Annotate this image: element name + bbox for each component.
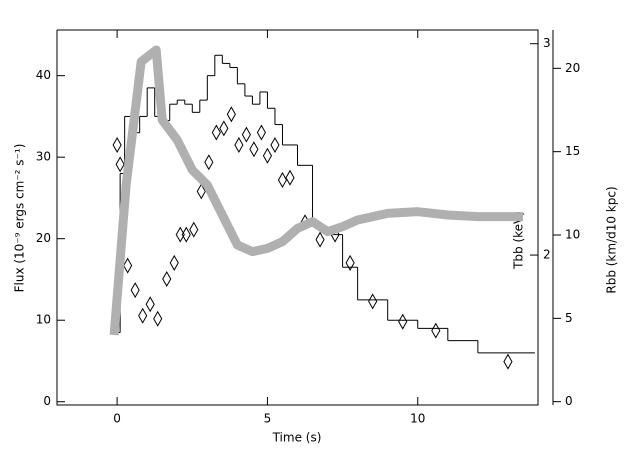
y3-tick-label: 10 xyxy=(565,228,580,242)
diamond xyxy=(130,282,140,299)
diamond xyxy=(196,183,206,200)
diamond xyxy=(219,120,229,137)
y-tick-label: 10 xyxy=(36,313,51,327)
diamond xyxy=(211,124,221,141)
diamond xyxy=(162,271,172,288)
diamond xyxy=(256,124,267,141)
y2-axis-label: Tbb (keV) xyxy=(512,211,526,270)
x-tick-label: 5 xyxy=(264,412,272,426)
diamond xyxy=(345,254,355,271)
y3-tick-label: 0 xyxy=(565,394,573,408)
diamond xyxy=(204,154,214,171)
y-tick-label: 20 xyxy=(36,231,51,245)
diamond xyxy=(153,310,163,327)
diamond xyxy=(315,231,325,248)
x-tick-label: 0 xyxy=(113,412,121,426)
diamond xyxy=(175,226,185,243)
y-tick-label: 40 xyxy=(36,68,51,82)
x-tick-label: 10 xyxy=(410,412,425,426)
diamond xyxy=(115,156,125,173)
diamond xyxy=(169,254,179,271)
diamond xyxy=(431,322,441,339)
y2-tick-label: 2 xyxy=(543,248,551,262)
diamond xyxy=(226,106,236,123)
y3-tick-label: 5 xyxy=(565,311,573,325)
diamond xyxy=(368,293,378,310)
diamond xyxy=(145,296,155,313)
diamond xyxy=(262,147,273,164)
y3-axis-label: Rbb (km/d10 kpc) xyxy=(605,186,619,293)
y2-tick-label: 3 xyxy=(543,36,551,50)
x-axis-label: Time (s) xyxy=(272,431,322,445)
diamond xyxy=(249,141,259,158)
diamond xyxy=(270,137,280,154)
diamond xyxy=(112,137,122,154)
diamond xyxy=(138,307,148,324)
diamond xyxy=(398,313,408,330)
diamond xyxy=(123,257,133,274)
diamond xyxy=(241,126,251,143)
diamond xyxy=(181,226,191,243)
diamond xyxy=(285,169,295,186)
diamond xyxy=(277,171,288,188)
y3-tick-label: 20 xyxy=(565,61,580,75)
y-tick-label: 30 xyxy=(36,150,51,164)
band xyxy=(109,45,523,336)
diamond xyxy=(234,137,244,154)
y3-tick-label: 15 xyxy=(565,144,580,158)
y-axis-label: Flux (10⁻⁹ ergs cm⁻² s⁻¹) xyxy=(13,144,27,293)
diamond xyxy=(189,221,199,238)
diamond xyxy=(503,353,513,370)
plot-frame xyxy=(56,29,539,406)
y-tick-label: 0 xyxy=(43,394,51,408)
